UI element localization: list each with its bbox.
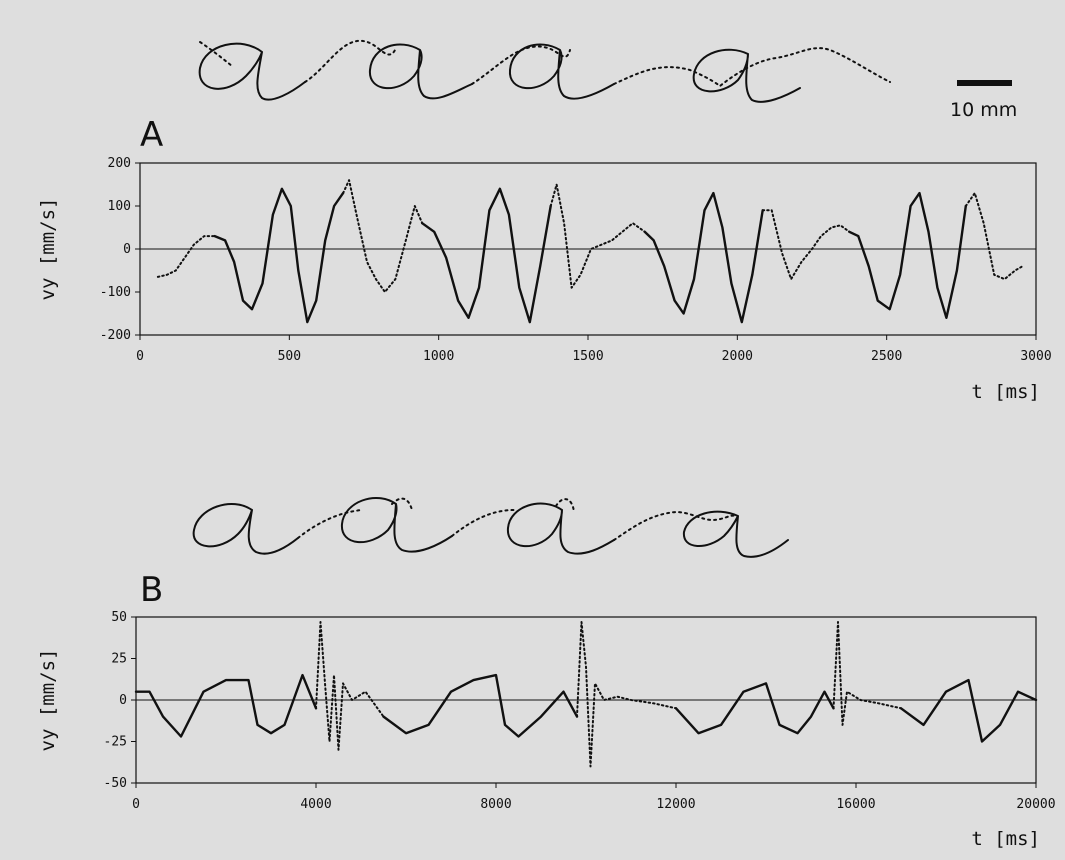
x-tick-label: 0 — [136, 349, 144, 364]
x-tick-label: 12000 — [656, 797, 695, 812]
series-line-letter — [643, 191, 764, 324]
handwriting-a-illustration — [198, 40, 891, 103]
series-line-letter — [848, 191, 967, 319]
y-tick-label: 0 — [119, 693, 127, 708]
series-line-letter — [213, 187, 345, 324]
y-tick-label: -200 — [100, 328, 131, 343]
series-line-letter — [674, 682, 835, 735]
x-tick-label: 2500 — [871, 349, 902, 364]
x-tick-label: 8000 — [480, 797, 511, 812]
series-line-letter — [134, 673, 318, 738]
x-tick-label: 1000 — [423, 349, 454, 364]
y-tick-label: -100 — [100, 285, 131, 300]
chart-b: 50 25 0 -25 -50 0 4000 8000 12000 16000 20000 — [104, 610, 1056, 812]
series-line-connecting — [761, 209, 851, 281]
series-line-letter — [382, 673, 579, 738]
scale-bar: 10 mm — [950, 80, 1017, 121]
y-tick-label: -50 — [104, 776, 127, 791]
y-tick-label: 50 — [111, 610, 127, 625]
series-line-connecting — [576, 621, 677, 768]
y-axis-label-a: vy [mm/s] — [37, 198, 59, 301]
series-line-connecting — [156, 235, 216, 278]
panel-b-label: B — [140, 570, 163, 610]
panel-a-label: A — [140, 115, 163, 155]
x-tick-label: 1500 — [572, 349, 603, 364]
y-tick-label: -25 — [104, 735, 127, 750]
x-tick-label: 2000 — [722, 349, 753, 364]
y-tick-label: 100 — [108, 199, 131, 214]
x-tick-label: 3000 — [1020, 349, 1051, 364]
y-tick-label: 0 — [123, 242, 131, 257]
series-line-connecting — [315, 621, 385, 751]
x-tick-label: 0 — [132, 797, 140, 812]
series-line-connecting — [342, 179, 424, 293]
series-line-connecting — [964, 192, 1024, 281]
x-tick-label: 16000 — [836, 797, 875, 812]
series-line-letter — [899, 678, 1038, 743]
x-axis-label-b: t [ms] — [971, 828, 1040, 850]
series-line-connecting — [832, 621, 902, 726]
x-tick-label: 4000 — [300, 797, 331, 812]
y-tick-label: 200 — [108, 156, 131, 171]
series-line-connecting — [549, 183, 646, 289]
x-tick-label: 500 — [278, 349, 301, 364]
x-tick-label: 20000 — [1016, 797, 1055, 812]
series-line-letter — [421, 187, 552, 324]
x-axis-label-a: t [ms] — [971, 381, 1040, 403]
scale-bar-label: 10 mm — [950, 99, 1017, 121]
y-axis-label-b: vy [mm/s] — [37, 649, 59, 752]
handwriting-b-illustration — [192, 497, 789, 558]
y-tick-label: 25 — [111, 652, 127, 667]
